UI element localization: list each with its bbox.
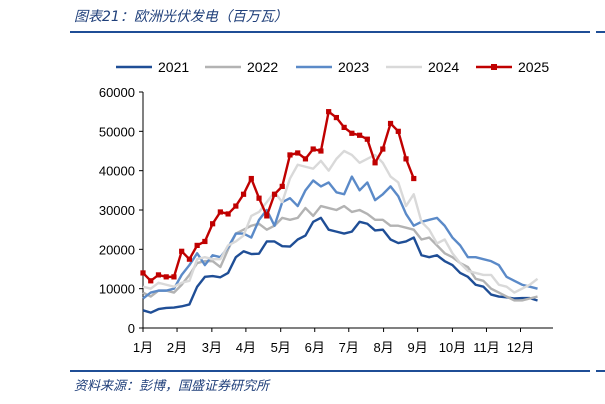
legend-label-2024: 2024 (428, 59, 459, 75)
series-line-2023 (142, 175, 538, 300)
data-point-2025 (287, 152, 293, 158)
data-point-2025 (372, 160, 378, 166)
x-tick-label: 10月 (439, 340, 466, 355)
legend-marker-2025 (491, 64, 497, 70)
data-point-2025 (155, 272, 162, 278)
data-point-2025 (341, 124, 347, 130)
data-point-2025 (395, 128, 401, 134)
data-point-2025 (333, 114, 339, 121)
data-point-2025 (387, 120, 394, 127)
series-line-2021 (142, 216, 538, 314)
bottom-rule (70, 370, 590, 372)
source-note: 资料来源：彭博，国盛证券研究所 (74, 379, 270, 394)
data-point-2025 (217, 209, 223, 215)
top-rule (70, 31, 590, 33)
data-point-2025 (186, 256, 193, 262)
data-point-2025 (310, 146, 316, 152)
y-tick-label: 50000 (99, 124, 135, 139)
data-point-2025 (349, 130, 355, 136)
data-point-2025 (279, 183, 285, 189)
y-tick-label: 10000 (99, 282, 135, 297)
data-point-2025 (411, 175, 417, 182)
x-tick-label: 9月 (408, 340, 428, 355)
axes: 0 10000 20000 30000 40000 50000 60000 1月 2月 3月 4月 5… (99, 85, 553, 355)
x-tick-label: 12月 (507, 340, 534, 355)
data-point-2025 (318, 148, 324, 154)
x-tick-label: 3月 (202, 340, 222, 355)
data-point-2025 (264, 213, 270, 219)
data-point-2025 (271, 191, 278, 197)
data-point-2025 (240, 191, 247, 197)
y-tick-label: 40000 (99, 164, 135, 179)
data-point-2025 (148, 278, 154, 284)
data-point-2025 (403, 156, 409, 162)
data-point-2025 (210, 221, 216, 227)
y-tick-label: 60000 (99, 85, 135, 100)
data-point-2025 (256, 195, 262, 201)
x-tick-label: 5月 (271, 340, 291, 355)
data-point-2025 (163, 274, 169, 280)
legend-label-2021: 2021 (158, 59, 189, 75)
legend-label-2025: 2025 (518, 59, 549, 75)
data-point-2025 (202, 238, 208, 245)
top-rule-right-stub (596, 31, 605, 33)
y-tick-label: 30000 (99, 203, 135, 218)
x-tick-label: 4月 (236, 340, 256, 355)
y-tick-label: 0 (128, 321, 135, 336)
x-tick-label: 2月 (167, 340, 187, 355)
data-point-2025 (357, 132, 363, 138)
data-point-2025 (364, 136, 370, 142)
legend: 2021 2022 2023 2024 2025 (116, 59, 549, 75)
data-point-2025 (302, 156, 309, 162)
series-lines (140, 109, 539, 314)
data-point-2025 (326, 109, 332, 115)
bottom-rule-right-stub (596, 370, 605, 372)
data-point-2025 (194, 242, 200, 248)
x-tick-label: 11月 (473, 340, 500, 355)
data-point-2025 (179, 248, 185, 254)
legend-label-2023: 2023 (338, 59, 369, 75)
data-point-2025 (248, 175, 254, 182)
series-line-2024 (142, 149, 539, 294)
data-point-2025 (225, 211, 231, 217)
data-point-2025 (233, 203, 239, 209)
data-point-2025 (380, 146, 386, 152)
y-tick-label: 20000 (99, 242, 135, 257)
x-tick-label: 7月 (339, 340, 359, 355)
x-tick-label: 8月 (373, 340, 393, 355)
data-point-2025 (171, 274, 177, 280)
x-tick-label: 6月 (305, 340, 325, 355)
figure-title: 图表21：欧洲光伏发电（百万瓦） (74, 9, 288, 25)
x-tick-label: 1月 (133, 340, 153, 355)
data-point-2025 (140, 270, 146, 276)
data-point-2025 (295, 150, 301, 156)
legend-label-2022: 2022 (247, 59, 278, 75)
